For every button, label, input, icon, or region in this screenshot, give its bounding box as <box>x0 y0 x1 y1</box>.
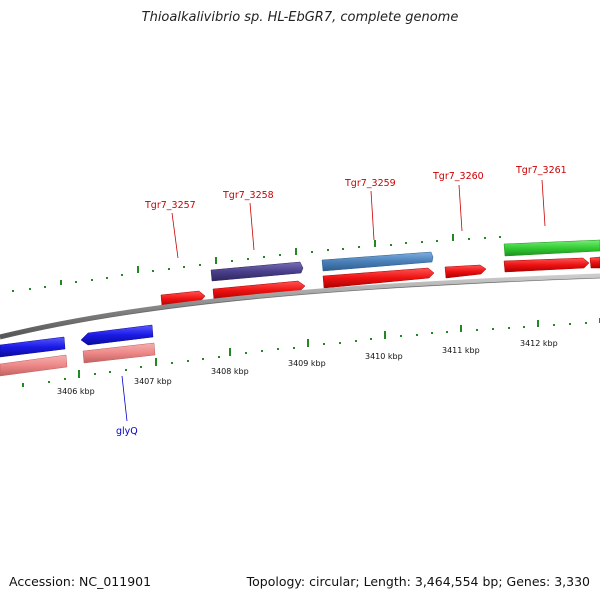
cds-feature <box>82 342 156 364</box>
topology-text: Topology: circular; Length: 3,464,554 bp… <box>246 574 590 589</box>
scale-labels: 3406 kbp 3407 kbp 3408 kbp 3409 kbp 3410… <box>57 339 558 396</box>
genome-title: Thioalkalivibrio sp. HL-EbGR7, complete … <box>141 10 459 25</box>
reverse-cds-row <box>0 324 154 358</box>
forward-cds-row <box>210 239 600 282</box>
label-leaders <box>121 179 546 422</box>
cds-feature <box>210 261 304 282</box>
cds-feature <box>503 257 590 273</box>
scale-label: 3409 kbp <box>288 359 326 368</box>
forward-tick-track <box>12 234 501 292</box>
scale-label: 3406 kbp <box>57 387 95 396</box>
gene-label: glyQ <box>116 426 138 437</box>
gene-label: Tgr7_3260 <box>432 171 484 182</box>
cds-feature <box>321 251 434 272</box>
scale-label: 3412 kbp <box>520 339 558 348</box>
cds-feature <box>0 336 66 358</box>
cds-feature <box>444 264 487 279</box>
gene-labels: Tgr7_3257 Tgr7_3258 Tgr7_3259 Tgr7_3260 … <box>116 165 567 437</box>
reverse-tick-track <box>22 318 600 387</box>
forward-cds-red-row <box>160 256 600 308</box>
genome-backbone <box>0 273 600 340</box>
gene-label: Tgr7_3258 <box>222 190 274 201</box>
cds-feature <box>503 239 600 257</box>
accession-text: Accession: NC_011901 <box>9 574 152 589</box>
cds-feature <box>80 324 154 346</box>
cds-feature <box>322 267 435 289</box>
scale-label: 3410 kbp <box>365 352 403 361</box>
reverse-cds-pink-row <box>0 342 156 377</box>
scale-label: 3411 kbp <box>442 346 480 355</box>
scale-label: 3408 kbp <box>211 367 249 376</box>
gene-label: Tgr7_3261 <box>515 165 567 176</box>
cds-feature <box>0 354 68 377</box>
cds-feature <box>212 280 306 301</box>
scale-label: 3407 kbp <box>134 377 172 386</box>
gene-label: Tgr7_3257 <box>144 200 196 211</box>
gene-label: Tgr7_3259 <box>344 178 396 189</box>
cds-feature <box>589 256 600 269</box>
